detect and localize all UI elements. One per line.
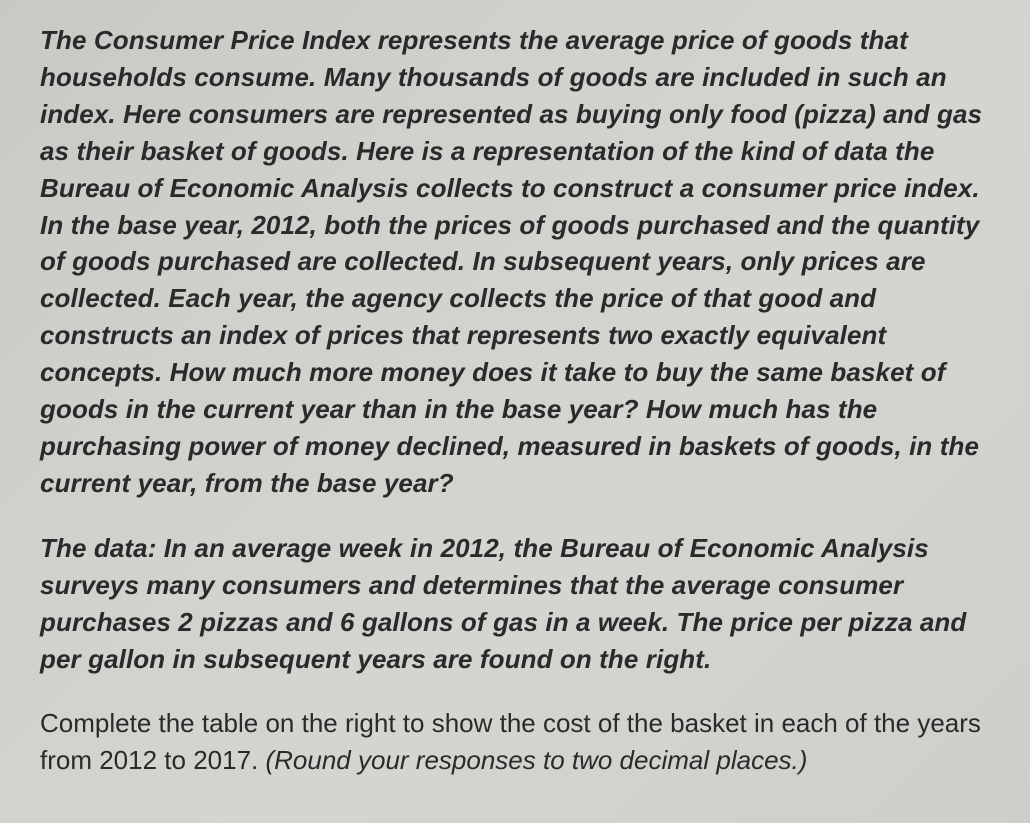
paragraph-cpi-intro: The Consumer Price Index represents the …: [40, 22, 1002, 502]
paragraph-instruction: Complete the table on the right to show …: [40, 705, 1002, 779]
paragraph-data-description: The data: In an average week in 2012, th…: [40, 530, 1002, 678]
document-body: The Consumer Price Index represents the …: [40, 22, 1002, 779]
instruction-rounding-note: (Round your responses to two decimal pla…: [265, 745, 807, 775]
